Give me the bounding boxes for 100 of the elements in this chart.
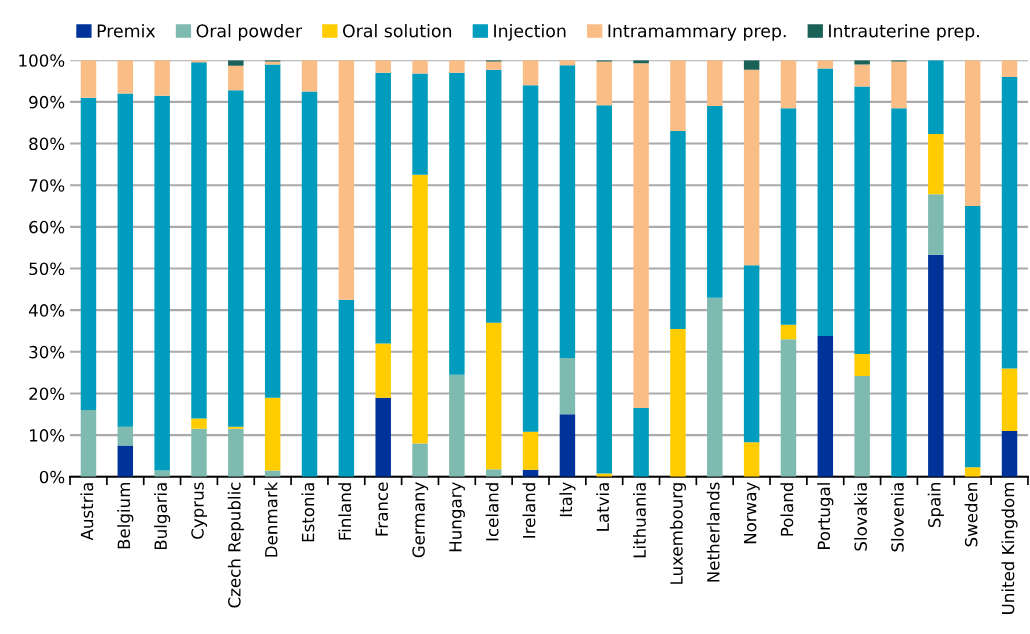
x-tick-label: Latvia bbox=[596, 483, 610, 531]
bar bbox=[891, 61, 907, 109]
bar bbox=[1001, 76, 1018, 369]
bar bbox=[670, 328, 686, 477]
bar bbox=[117, 426, 134, 446]
bar bbox=[338, 299, 355, 477]
x-tick-label: Iceland bbox=[485, 483, 499, 541]
bar bbox=[633, 408, 649, 477]
x-tick-label: Slovenia bbox=[890, 483, 904, 552]
bar bbox=[743, 442, 760, 477]
bar bbox=[117, 445, 134, 477]
x-tick-label: United Kingdom bbox=[1001, 483, 1018, 614]
bar bbox=[891, 108, 907, 477]
x-tick-label: Finland bbox=[338, 483, 352, 540]
bar bbox=[228, 426, 244, 429]
bar bbox=[559, 414, 576, 477]
bar bbox=[1001, 430, 1018, 477]
y-tick-label: 0% bbox=[39, 470, 65, 484]
y-tick-label: 60% bbox=[29, 220, 65, 234]
bar bbox=[338, 60, 355, 300]
bar bbox=[522, 431, 539, 470]
x-tick-label: Poland bbox=[780, 483, 794, 536]
bar bbox=[670, 131, 686, 329]
bar bbox=[707, 106, 723, 298]
bar bbox=[928, 254, 944, 477]
x-tick-label: Cyprus bbox=[191, 482, 208, 539]
x-tick-label: Belgium bbox=[117, 483, 134, 549]
bar bbox=[412, 73, 428, 175]
bar bbox=[928, 194, 944, 255]
bar bbox=[191, 62, 207, 419]
bar bbox=[522, 60, 539, 86]
bar bbox=[964, 467, 981, 477]
bar bbox=[928, 60, 944, 134]
bar bbox=[449, 60, 465, 73]
y-tick-label: 30% bbox=[29, 345, 65, 359]
bar bbox=[228, 90, 244, 427]
bar bbox=[522, 85, 539, 432]
bar bbox=[485, 469, 502, 477]
bar bbox=[412, 174, 428, 444]
bar bbox=[264, 397, 281, 471]
bar bbox=[854, 375, 870, 477]
x-tick-label: Luxembourg bbox=[669, 483, 686, 584]
bar bbox=[449, 374, 465, 477]
bar bbox=[780, 108, 797, 325]
x-tick-label: Slovakia bbox=[854, 483, 867, 551]
bar bbox=[743, 60, 760, 70]
bar bbox=[928, 133, 944, 195]
y-tick-label: 40% bbox=[28, 304, 65, 317]
x-tick-label: Czech Republic bbox=[227, 482, 244, 608]
bar bbox=[154, 95, 170, 471]
x-tick-label: Germany bbox=[412, 482, 429, 558]
bar bbox=[301, 60, 318, 92]
x-tick-label: Netherlands bbox=[706, 482, 720, 582]
x-tick-label: Lithuania bbox=[633, 483, 646, 558]
legend-label: Injection bbox=[494, 23, 566, 41]
legend-label: Premix bbox=[97, 23, 156, 38]
x-tick-label: Italy bbox=[559, 482, 576, 517]
legend-label: Intramammary prep. bbox=[608, 24, 786, 41]
y-tick-label: 50% bbox=[29, 262, 65, 276]
bar bbox=[485, 322, 502, 470]
bar bbox=[1001, 60, 1018, 77]
x-tick-label: Hungary bbox=[449, 482, 465, 552]
y-tick-label: 10% bbox=[29, 429, 65, 442]
y-tick-label: 90% bbox=[29, 95, 65, 109]
bar bbox=[485, 61, 502, 70]
bar bbox=[817, 335, 834, 477]
bar bbox=[964, 60, 981, 207]
bar bbox=[817, 68, 834, 336]
bar bbox=[191, 428, 207, 477]
bar bbox=[485, 69, 502, 323]
x-tick-label: Spain bbox=[927, 483, 944, 528]
bar bbox=[780, 60, 797, 109]
bar bbox=[670, 60, 686, 132]
bar bbox=[191, 418, 207, 429]
bar bbox=[154, 60, 170, 96]
bar bbox=[80, 97, 97, 411]
bar bbox=[412, 60, 428, 74]
legend-label: Intrauterine prep. bbox=[829, 23, 979, 41]
bar bbox=[1001, 368, 1018, 431]
bar bbox=[117, 93, 134, 427]
y-tick-label: 80% bbox=[29, 137, 65, 151]
x-tick-label: Denmark bbox=[264, 481, 278, 557]
bar bbox=[817, 60, 834, 69]
bar bbox=[80, 410, 97, 477]
bar bbox=[780, 324, 797, 340]
bar bbox=[375, 343, 391, 398]
bar bbox=[80, 60, 97, 98]
bar bbox=[228, 65, 244, 91]
x-tick-label: Estonia bbox=[301, 483, 315, 542]
bar bbox=[707, 297, 723, 477]
bar bbox=[559, 358, 576, 415]
x-tick-label: Austria bbox=[80, 483, 94, 541]
x-tick-label: Sweden bbox=[964, 483, 978, 547]
x-tick-label: Portugal bbox=[817, 483, 834, 550]
bar bbox=[375, 397, 391, 477]
bar bbox=[780, 339, 797, 477]
bar bbox=[228, 60, 244, 66]
bar bbox=[449, 72, 465, 375]
bar bbox=[264, 64, 281, 398]
x-tick-label: France bbox=[375, 482, 389, 536]
